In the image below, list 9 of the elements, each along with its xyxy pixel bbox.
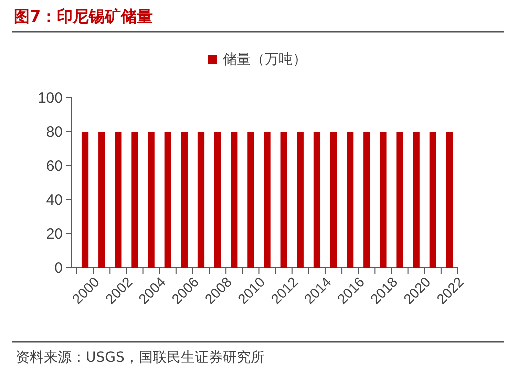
y-tick-label: 60 [46,158,63,175]
chart-title: 图7：印尼锡矿储量 [14,7,154,26]
y-tick-label: 0 [54,260,63,277]
y-tick-label: 80 [46,124,63,141]
y-tick-label: 40 [46,192,63,209]
y-tick-label: 100 [38,90,63,107]
y-tick-label: 20 [46,226,63,243]
legend-label: 储量（万吨） [223,52,307,68]
text: 资料来源：USGS，国联民生证券研究所 [16,350,265,366]
